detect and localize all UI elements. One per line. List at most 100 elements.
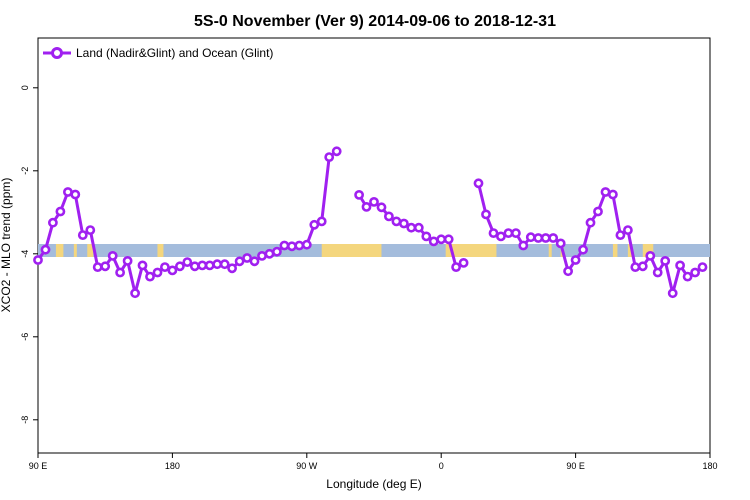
data-point [585,217,596,228]
data-point [361,201,372,212]
land-patch [87,244,94,257]
data-point [697,262,708,272]
data-point [257,250,267,261]
data-point [369,196,379,207]
legend-marker [51,47,63,59]
data-point [436,234,447,245]
series-line-segment [477,182,704,295]
data-point [555,238,566,249]
land-patch [321,244,382,257]
data-point [174,261,185,272]
data-point [70,189,81,200]
data-point [234,256,245,267]
data-point [488,228,499,238]
land-patch [55,244,64,257]
data-point [219,259,230,270]
data-point [563,266,573,277]
data-point [100,261,111,272]
data-point [212,259,223,270]
x-axis-label: Longitude (deg E) [326,477,421,491]
land-patch [642,244,654,257]
x-tick-label: 0 [439,461,444,471]
y-tick-label: -4 [20,250,30,258]
data-point [137,260,148,271]
data-point [593,206,603,217]
data-point [130,288,140,299]
x-tick-label: 90 E [29,461,48,471]
y-tick-label: -8 [20,416,30,424]
chart-title: 5S-0 November (Ver 9) 2014-09-06 to 2018… [194,13,556,30]
data-point [615,230,626,240]
data-point [182,257,193,267]
data-point [391,216,402,227]
data-point [376,202,387,213]
data-point [249,256,260,267]
data-point [503,228,514,238]
data-point [85,225,96,235]
data-point [92,262,103,272]
data-point [570,255,581,265]
y-tick-label: 0 [20,85,30,90]
land-patch [548,244,552,257]
data-point [421,231,432,242]
data-point [458,257,469,268]
data-point [413,222,424,233]
data-point [608,189,618,200]
data-point [77,230,88,240]
land-patch [627,244,633,257]
data-point [540,233,551,243]
data-point [623,225,633,235]
data-point [242,253,252,263]
x-tick-label: 90 E [566,461,585,471]
land-patch [612,244,618,257]
legend-label: Land (Nadir&Glint) and Ocean (Glint) [76,46,273,60]
data-point [690,267,700,278]
data-point [443,234,454,245]
data-point [682,271,693,282]
data-point [451,262,461,272]
y-axis-label: XCO2 - MLO trend (ppm) [0,178,13,313]
data-point [122,255,133,266]
data-point [481,209,491,220]
data-point [578,244,588,255]
data-point [167,265,178,276]
data-point [324,152,335,162]
data-point [428,236,439,247]
x-axis: 90 E 180 90 W 0 90 E 180 [29,453,718,471]
data-point [204,260,215,271]
data-point [473,178,484,189]
x-tick-label: 90 W [296,461,318,471]
data-point [383,211,394,222]
series-points [33,146,708,299]
data-point [301,239,312,250]
data-point [398,218,409,229]
y-axis: 0 -2 -4 -6 -8 [20,85,38,424]
data-point [40,244,51,255]
data-point [525,232,536,243]
y-tick-label: -2 [20,167,30,175]
data-point [675,260,685,271]
x-tick-label: 180 [702,461,717,471]
data-point [331,146,342,157]
data-point [354,189,364,200]
land-ocean-band [38,244,710,257]
data-point [227,263,237,274]
data-point [152,267,163,278]
data-point [294,240,305,251]
legend: Land (Nadir&Glint) and Ocean (Glint) [43,46,273,60]
data-point [637,261,648,272]
data-point [286,241,297,252]
data-point [511,228,521,238]
land-patch [445,244,497,257]
series-line-segment [36,150,338,295]
data-point [548,233,559,243]
data-point [652,267,663,278]
data-point [271,246,282,257]
data-point [115,267,125,278]
data-point [48,217,58,228]
data-point [107,250,118,261]
series-lines [36,150,704,295]
data-point [667,288,678,299]
